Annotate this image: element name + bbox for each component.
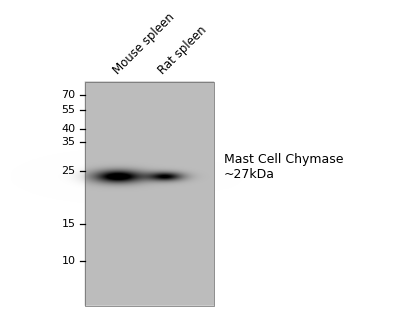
Text: 10: 10 bbox=[61, 256, 75, 267]
Text: Mouse spleen: Mouse spleen bbox=[110, 11, 177, 77]
Text: 40: 40 bbox=[61, 124, 75, 134]
Text: Rat spleen: Rat spleen bbox=[156, 24, 209, 77]
Text: Mast Cell Chymase
~27kDa: Mast Cell Chymase ~27kDa bbox=[224, 153, 343, 181]
Text: 70: 70 bbox=[61, 90, 75, 100]
Bar bbox=[85, 82, 214, 306]
Text: 55: 55 bbox=[61, 105, 75, 116]
Text: 25: 25 bbox=[61, 166, 75, 176]
Text: 35: 35 bbox=[61, 138, 75, 148]
Text: 15: 15 bbox=[61, 219, 75, 229]
